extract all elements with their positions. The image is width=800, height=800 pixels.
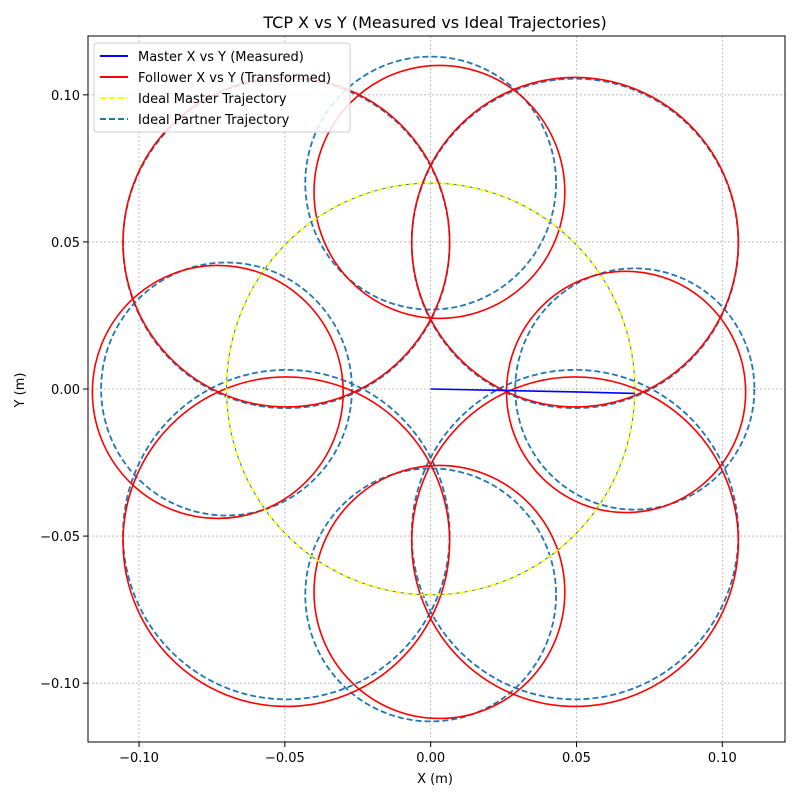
legend-box xyxy=(93,42,351,133)
y-tick-label: 0.10 xyxy=(51,89,80,104)
ideal-partner-trajectory xyxy=(304,467,557,723)
x-tick-label: −0.10 xyxy=(119,751,159,766)
x-tick-label: 0.10 xyxy=(708,751,737,766)
x-tick-label: 0.05 xyxy=(562,751,591,766)
follower-trajectory xyxy=(313,464,566,720)
y-tick-label: −0.10 xyxy=(40,677,80,692)
follower-trajectory xyxy=(91,264,344,520)
chart-title: TCP X vs Y (Measured vs Ideal Trajectori… xyxy=(262,13,606,32)
y-axis-label: Y (m) xyxy=(13,373,28,409)
follower-trajectory xyxy=(122,376,451,708)
ideal-partner-trajectory xyxy=(100,261,353,517)
legend: Master X vs Y (Measured) Follower X vs Y … xyxy=(93,42,351,133)
y-tick-label: 0.00 xyxy=(51,383,80,398)
x-tick-label: −0.05 xyxy=(265,751,305,766)
legend-label: Ideal Partner Trajectory xyxy=(138,113,290,128)
y-tick-label: −0.05 xyxy=(40,530,80,545)
series-group xyxy=(91,55,756,723)
x-tick-label: 0.00 xyxy=(416,751,445,766)
follower-trajectory xyxy=(410,376,740,708)
master-measured-line xyxy=(430,388,635,395)
ideal-partner-trajectory xyxy=(514,267,756,511)
y-tick-label: 0.05 xyxy=(51,236,80,251)
x-axis-label: X (m) xyxy=(417,772,453,787)
follower-trajectory xyxy=(313,64,566,320)
legend-label: Follower X vs Y (Transformed) xyxy=(138,71,331,86)
plot-area: −0.10 −0.05 0.00 0.05 0.10 −0.10 −0.05 0.00 0.05… xyxy=(40,35,786,766)
legend-label: Master X vs Y (Measured) xyxy=(138,50,304,65)
follower-trajectory xyxy=(410,76,740,408)
ideal-master-trajectory xyxy=(225,182,636,596)
legend-label: Ideal Master Trajectory xyxy=(138,92,287,107)
